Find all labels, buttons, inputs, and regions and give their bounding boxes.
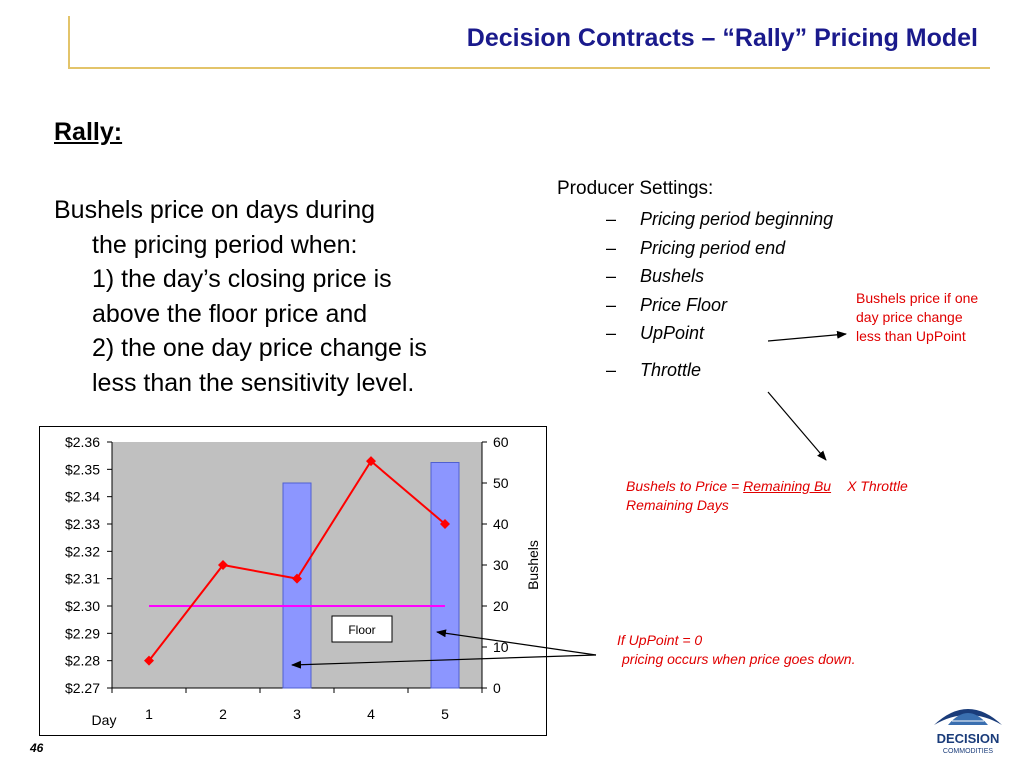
- left-tick-label: $2.36: [65, 434, 100, 450]
- right-tick-label: 0: [493, 680, 501, 696]
- bushel-bar: [430, 462, 460, 689]
- right-axis-ticks: 60 50 40 30 20 10 0: [482, 434, 509, 696]
- throttle-formula-note: Bushels to Price = Remaining Bu X Throttl…: [626, 477, 908, 515]
- x-tick-label: 5: [441, 706, 449, 722]
- bushel-bar: [282, 482, 312, 689]
- right-tick-label: 30: [493, 557, 509, 573]
- setting-label: Pricing period beginning: [640, 209, 834, 229]
- bullet-dash: –: [606, 238, 617, 258]
- left-tick-label: $2.27: [65, 680, 100, 696]
- chart-frame: [39, 426, 547, 736]
- left-tick-label: $2.31: [65, 571, 100, 587]
- setting-item: – UpPoint: [606, 323, 704, 344]
- logo-text: DECISION: [937, 731, 1000, 746]
- logo-inner-icon: [948, 713, 988, 725]
- bushel-bars: [282, 462, 460, 689]
- left-tick-label: $2.35: [65, 461, 100, 477]
- setting-label: UpPoint: [640, 323, 705, 343]
- rally-heading: Rally:: [54, 118, 123, 146]
- right-tick-label: 20: [493, 598, 509, 614]
- rally-description: Bushels price on days during the pricing…: [54, 193, 427, 400]
- title-accent-vertical: [68, 16, 70, 68]
- note-line: less than UpPoint: [856, 328, 966, 344]
- uppoint-arrow: [767, 330, 847, 342]
- description-line: 2) the one day price change is: [92, 334, 427, 362]
- logo-arc-icon: [934, 709, 1002, 725]
- left-tick-label: $2.32: [65, 543, 100, 559]
- bullet-dash: –: [606, 266, 617, 286]
- floor-label-box: [331, 615, 393, 643]
- left-tick-label: $2.28: [65, 653, 100, 669]
- bullet-dash: –: [606, 209, 617, 229]
- setting-label: Pricing period end: [640, 238, 786, 258]
- right-tick-label: 10: [493, 639, 509, 655]
- zero-arrow-day5: [436, 629, 597, 656]
- bullet-dash: –: [606, 295, 617, 315]
- setting-label: Bushels: [640, 266, 705, 286]
- note-line: day price change: [856, 309, 963, 325]
- x-tick-label: 1: [145, 706, 153, 722]
- left-tick-label: $2.29: [65, 625, 100, 641]
- price-point: [440, 519, 450, 529]
- note-line: If UpPoint = 0: [617, 632, 703, 648]
- title-accent-horizontal: [68, 67, 990, 69]
- setting-item: – Pricing period beginning: [606, 209, 833, 230]
- price-point: [218, 560, 228, 570]
- left-tick-label: $2.34: [65, 489, 100, 505]
- setting-item: – Pricing period end: [606, 238, 785, 259]
- right-tick-label: 50: [493, 475, 509, 491]
- uppoint-zero-note: If UpPoint = 0 pricing occurs when price…: [617, 631, 855, 669]
- description-line: 1) the day’s closing price is: [92, 265, 392, 293]
- page-number: 46: [30, 741, 44, 755]
- formula-denominator: Remaining Days: [626, 497, 729, 513]
- throttle-arrow: [767, 391, 827, 461]
- x-axis-ticks: 1 2 3 4 5: [111, 688, 483, 722]
- right-tick-label: 60: [493, 434, 509, 450]
- left-tick-label: $2.33: [65, 516, 100, 532]
- left-tick-label: $2.30: [65, 598, 100, 614]
- x-tick-label: 4: [367, 706, 375, 722]
- description-line: above the floor price and: [92, 299, 368, 328]
- uppoint-note: Bushels price if one day price change le…: [856, 289, 978, 346]
- bullet-dash: –: [606, 360, 617, 380]
- price-point: [144, 655, 154, 666]
- floor-label: Floor: [348, 623, 375, 637]
- left-axis-ticks: $2.36 $2.35 $2.34 $2.33 $2.32 $2.31 $2.30 $2.29…: [65, 434, 112, 696]
- note-line: Bushels price if one: [856, 290, 979, 306]
- price-point: [292, 573, 302, 584]
- formula-numerator: Remaining Bu: [743, 478, 832, 494]
- logo-subtext: COMMODITIES: [943, 748, 993, 755]
- x-tick-label: 2: [219, 706, 227, 722]
- setting-item: – Price Floor: [606, 295, 727, 316]
- formula-prefix: Bushels to Price =: [626, 478, 744, 494]
- producer-settings-title: Producer Settings:: [557, 178, 714, 199]
- setting-item: – Bushels: [606, 266, 704, 287]
- right-tick-label: 40: [493, 516, 509, 532]
- price-line: [144, 456, 450, 666]
- x-axis-label: Day: [92, 712, 117, 728]
- zero-arrow-day3: [291, 654, 597, 669]
- description-line: less than the sensitivity level.: [92, 368, 415, 397]
- note-line: pricing occurs when price goes down.: [622, 651, 856, 667]
- price-point: [366, 456, 376, 467]
- description-line: the pricing period when:: [92, 230, 358, 259]
- setting-item: – Throttle: [606, 360, 701, 381]
- setting-label: Price Floor: [640, 295, 728, 315]
- setting-label: Throttle: [640, 360, 702, 380]
- decision-commodities-logo: DECISION COMMODITIES: [934, 709, 1002, 755]
- description-line: Bushels price on days during: [54, 196, 376, 224]
- slide-title: Decision Contracts – “Rally” Pricing Mod…: [466, 24, 978, 52]
- formula-suffix: X Throttle: [847, 478, 908, 494]
- right-axis-label: Bushels: [525, 540, 541, 590]
- x-tick-label: 3: [293, 706, 301, 722]
- bullet-dash: –: [606, 323, 617, 343]
